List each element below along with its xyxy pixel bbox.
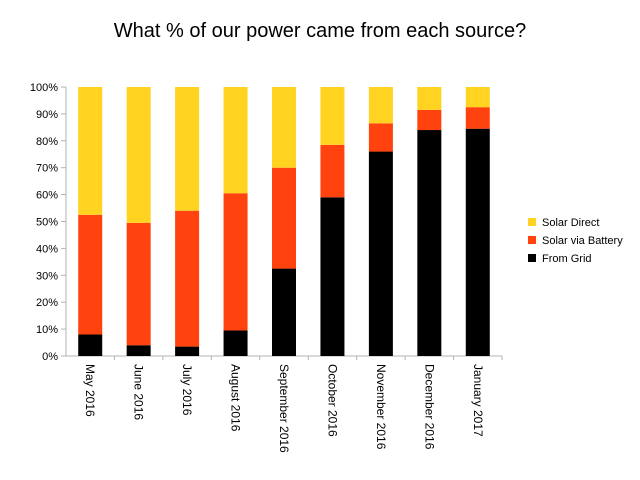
- x-tick-label: June 2016: [132, 364, 146, 420]
- bar-from-grid: [465, 128, 490, 356]
- y-tick-label: 90%: [36, 109, 58, 121]
- bar-solar-via-battery: [175, 210, 200, 347]
- bar-from-grid: [223, 330, 248, 356]
- bar-solar-via-battery: [417, 109, 442, 131]
- bar-solar-direct: [320, 87, 345, 145]
- x-tick-label: August 2016: [229, 364, 243, 432]
- chart-title: What % of our power came from each sourc…: [113, 20, 527, 42]
- bar-solar-via-battery: [78, 214, 103, 335]
- y-tick-label: 100%: [30, 82, 58, 94]
- legend-label-from-grid: From Grid: [542, 253, 592, 265]
- bar-solar-direct: [175, 87, 200, 211]
- bar-solar-via-battery: [465, 107, 490, 129]
- bar-solar-direct: [465, 87, 490, 108]
- bar-solar-via-battery: [223, 193, 248, 331]
- bar-solar-direct: [223, 87, 248, 194]
- x-tick-label: January 2017: [471, 364, 485, 437]
- x-tick-label: May 2016: [83, 364, 97, 417]
- bar-from-grid: [175, 346, 200, 356]
- y-tick-label: 50%: [36, 217, 58, 229]
- bar-from-grid: [126, 345, 151, 356]
- legend-swatch-from-grid: [528, 254, 536, 262]
- y-tick-label: 10%: [36, 324, 58, 336]
- bar-solar-direct: [126, 87, 151, 223]
- y-tick-label: 0%: [42, 351, 58, 363]
- x-tick-label: November 2016: [374, 364, 388, 450]
- bar-solar-direct: [78, 87, 103, 215]
- bar-solar-via-battery: [320, 144, 345, 198]
- bar-solar-direct: [368, 87, 393, 124]
- bar-solar-via-battery: [368, 123, 393, 152]
- y-tick-label: 80%: [36, 136, 58, 148]
- bar-solar-via-battery: [126, 222, 151, 346]
- legend: Solar Direct Solar via Battery From Grid: [528, 217, 623, 265]
- y-tick-label: 30%: [36, 270, 58, 282]
- bars: [78, 87, 490, 356]
- legend-swatch-solar-via-battery: [528, 236, 536, 244]
- y-tick-label: 40%: [36, 243, 58, 255]
- bar-solar-direct: [272, 87, 296, 168]
- legend-label-solar-direct: Solar Direct: [542, 217, 599, 229]
- bar-solar-direct: [417, 87, 442, 110]
- x-tick-label: December 2016: [422, 364, 436, 450]
- x-tick-label: October 2016: [325, 364, 339, 437]
- bar-solar-via-battery: [272, 167, 296, 269]
- y-tick-label: 60%: [36, 190, 58, 202]
- x-tick-label: September 2016: [277, 364, 291, 453]
- bar-from-grid: [368, 151, 393, 356]
- bar-from-grid: [417, 130, 442, 356]
- legend-label-solar-via-battery: Solar via Battery: [542, 235, 623, 247]
- bar-from-grid: [78, 334, 103, 356]
- legend-swatch-solar-direct: [528, 218, 536, 226]
- x-tick-label: July 2016: [180, 364, 194, 416]
- x-tick-labels: May 2016 June 2016 July 2016 August 2016 Sep…: [83, 364, 485, 453]
- y-tick-label: 20%: [36, 297, 58, 309]
- bar-from-grid: [272, 268, 296, 356]
- bar-from-grid: [320, 197, 345, 356]
- y-tick-label: 70%: [36, 163, 58, 175]
